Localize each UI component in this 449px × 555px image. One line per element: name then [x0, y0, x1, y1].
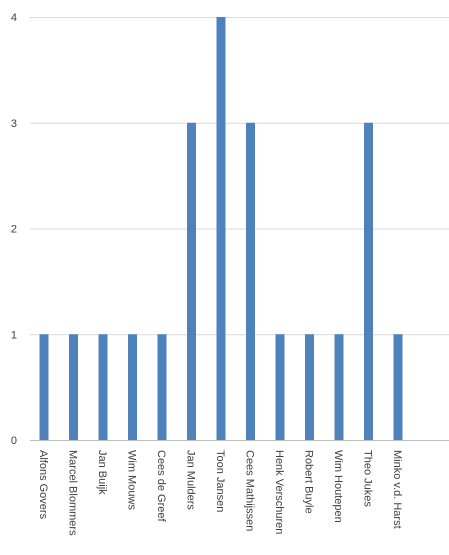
y-axis-ticks: 0 1 2 3 4: [11, 12, 17, 447]
bar-11: [364, 122, 373, 440]
bar-1: [69, 334, 78, 440]
category-label: Wim Mouws: [126, 450, 138, 510]
bar-8: [275, 334, 285, 440]
bar-6: [216, 17, 226, 440]
y-tick-label: 0: [11, 435, 17, 447]
bar-4: [157, 334, 167, 440]
x-axis-categories: Alfons Govers Marcel Blommers Jan Buijk Wim…: [37, 450, 403, 536]
category-label: Minko v.d. Harst: [391, 450, 403, 529]
bar-10: [334, 334, 344, 440]
category-label: Cees de Greef: [155, 450, 167, 522]
bar-0: [39, 334, 49, 440]
y-tick-label: 2: [11, 224, 17, 236]
category-label: Marcel Blommers: [67, 450, 79, 536]
category-label: Cees Mathijssen: [244, 450, 256, 531]
category-label: Robert Buyle: [303, 450, 315, 514]
gridlines: [30, 17, 449, 336]
category-label: Wim Houtepen: [332, 450, 344, 523]
y-tick-label: 4: [11, 12, 17, 24]
category-label: Henk Verschuren: [273, 450, 285, 534]
bar-3: [128, 334, 137, 440]
category-label: Theo Jukes: [362, 450, 374, 507]
bar-9: [305, 334, 314, 440]
category-label: Alfons Govers: [37, 450, 49, 520]
bars: [39, 17, 403, 440]
bar-7: [246, 122, 255, 440]
bar-12: [393, 334, 403, 440]
y-tick-label: 1: [11, 329, 17, 341]
category-label: Jan Buijk: [96, 450, 108, 495]
category-label: Jan Mulders: [185, 450, 197, 510]
bar-2: [98, 334, 108, 440]
bar-5: [187, 122, 196, 440]
category-label: Toon Jansen: [214, 450, 226, 512]
y-tick-label: 3: [11, 118, 17, 130]
